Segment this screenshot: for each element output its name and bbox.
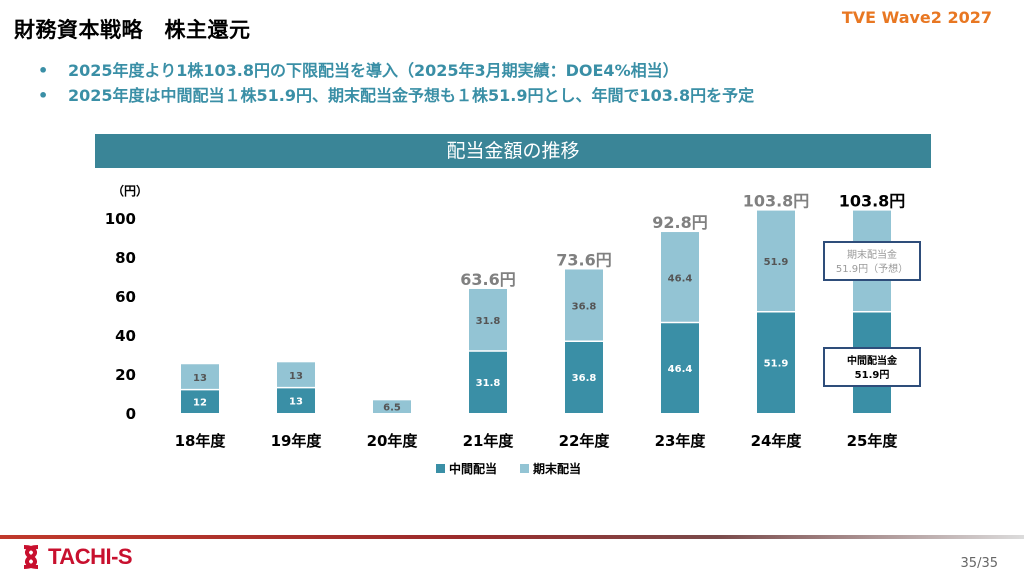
annotation-yearend-line1: 期末配当金: [847, 248, 897, 261]
bullet-marker: •: [38, 86, 49, 105]
y-tick-label: 100: [105, 210, 136, 228]
bar-interim-label: 31.8: [476, 378, 501, 389]
bar-yearend-label: 13: [193, 373, 207, 384]
bar-interim-label: 36.8: [572, 373, 597, 384]
legend-swatch-yearend: [520, 464, 529, 473]
bar-yearend: [469, 288, 507, 351]
bar-yearend: [373, 400, 411, 413]
bar-interim-label: 12: [193, 397, 207, 408]
y-tick-label: 60: [115, 288, 136, 306]
bar-yearend-label: 13: [289, 371, 303, 382]
bar-interim: [757, 311, 795, 413]
bar-total-label: 103.8円: [839, 192, 906, 211]
bar-yearend: [757, 210, 795, 312]
page-title: 財務資本戦略 株主還元: [14, 18, 251, 42]
bar-yearend: [661, 232, 699, 323]
bullet-list: • 2025年度より1株103.8円の下限配当を導入（2025年3月期実績：DO…: [38, 58, 754, 108]
x-tick-label: 25年度: [847, 432, 899, 450]
dividend-chart: （円） 0 20 40 60 80 100 12 13 18年度 13 13 19年度 6.5 20年度 31…: [105, 183, 921, 476]
bar-yearend: [277, 362, 315, 388]
plan-badge: TVE Wave2 2027: [841, 8, 992, 27]
bar-interim-label: 46.4: [668, 364, 693, 375]
x-tick-label: 23年度: [655, 432, 707, 450]
bar-yearend-label: 51.9: [764, 257, 789, 268]
bar-interim-label: 13: [289, 396, 303, 407]
bar-interim-label: 51.9: [764, 358, 789, 369]
logo-mark-icon: [23, 545, 39, 569]
footer-divider: [0, 535, 1024, 539]
x-tick-label: 21年度: [463, 432, 515, 450]
logo-text: TACHI-S: [48, 544, 133, 569]
bullet-item: • 2025年度より1株103.8円の下限配当を導入（2025年3月期実績：DO…: [38, 58, 754, 83]
bar-yearend: [565, 269, 603, 342]
annotation-box-yearend: [823, 241, 921, 281]
x-tick-label: 18年度: [175, 432, 227, 450]
bar-total-label: 92.8円: [652, 213, 707, 232]
bullet-text: 2025年度は中間配当１株51.9円、期末配当金予想も１株51.9円とし、年間で…: [68, 86, 755, 105]
bar-total-label: 103.8円: [743, 192, 810, 211]
bar-yearend: [181, 364, 219, 390]
bar-interim: [469, 350, 507, 413]
annotation-interim-line2: 51.9円: [855, 369, 890, 381]
bar-interim: [181, 389, 219, 413]
x-tick-label: 19年度: [271, 432, 323, 450]
y-tick-label: 0: [126, 405, 136, 423]
y-tick-label: 40: [115, 327, 136, 345]
legend-label-interim: 中間配当: [449, 461, 497, 476]
chart-header: 配当金額の推移: [95, 134, 931, 168]
annotation-interim-line1: 中間配当金: [847, 354, 898, 367]
bar-yearend-label: 6.5: [383, 403, 401, 414]
bullet-text: 2025年度より1株103.8円の下限配当を導入（2025年3月期実績：DOE4…: [68, 61, 679, 80]
annotation-yearend-line2: 51.9円（予想）: [836, 262, 908, 275]
legend-label-yearend: 期末配当: [533, 461, 581, 476]
bullet-item: • 2025年度は中間配当１株51.9円、期末配当金予想も１株51.9円とし、年…: [38, 83, 754, 108]
bar-interim: [277, 387, 315, 413]
annotation-box-interim: [823, 347, 921, 387]
company-logo: TACHI-S: [18, 544, 133, 570]
bar-yearend-label: 31.8: [476, 316, 501, 327]
x-tick-label: 22年度: [559, 432, 611, 450]
bar-total-label: 73.6円: [556, 250, 611, 269]
bar-interim: [661, 322, 699, 413]
page-number: 35/35: [960, 556, 998, 571]
bar-interim: [565, 341, 603, 413]
x-tick-label: 24年度: [751, 432, 803, 450]
y-axis-unit-label: （円）: [112, 183, 148, 198]
bar-yearend-label: 46.4: [668, 273, 693, 284]
bar-yearend-label: 36.8: [572, 301, 597, 312]
y-tick-label: 20: [115, 366, 136, 384]
bar-total-label: 63.6円: [460, 270, 515, 289]
bullet-marker: •: [38, 61, 49, 80]
y-tick-label: 80: [115, 249, 136, 267]
x-tick-label: 20年度: [367, 432, 419, 450]
legend-swatch-interim: [436, 464, 445, 473]
